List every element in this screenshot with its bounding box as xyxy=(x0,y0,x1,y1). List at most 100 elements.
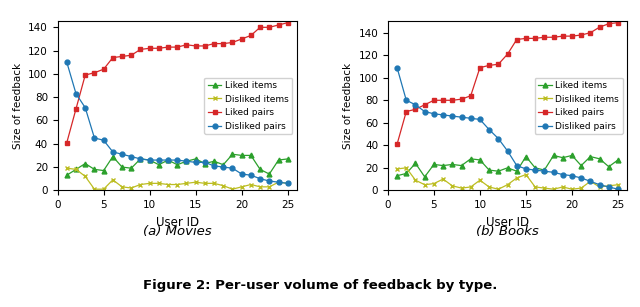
Liked items xyxy=(256,168,264,171)
Disliked items xyxy=(559,185,566,189)
Disliked items xyxy=(266,185,273,189)
Liked pairs xyxy=(228,41,236,44)
Liked items xyxy=(439,164,447,167)
Liked items xyxy=(485,168,493,172)
Disliked pairs xyxy=(238,172,246,176)
Liked items xyxy=(164,158,172,162)
Disliked items xyxy=(586,180,594,183)
Disliked items xyxy=(504,183,511,187)
Disliked items xyxy=(81,174,89,178)
Liked items xyxy=(127,166,135,170)
Liked items xyxy=(550,154,557,157)
Disliked items xyxy=(136,183,144,186)
Liked pairs xyxy=(182,43,190,47)
Disliked items xyxy=(485,185,493,189)
Liked pairs xyxy=(220,42,227,45)
Liked items xyxy=(393,174,401,177)
Liked items xyxy=(586,155,594,158)
Liked items xyxy=(541,168,548,172)
Liked items xyxy=(220,163,227,167)
Liked pairs xyxy=(439,99,447,102)
Liked pairs xyxy=(155,46,163,50)
Liked pairs xyxy=(164,45,172,49)
Liked pairs xyxy=(531,37,539,40)
Liked pairs xyxy=(403,110,410,113)
Disliked pairs xyxy=(127,155,135,158)
Line: Liked pairs: Liked pairs xyxy=(395,20,620,147)
Liked items xyxy=(109,155,116,158)
Liked pairs xyxy=(476,66,484,69)
Liked pairs xyxy=(449,99,456,102)
Disliked items xyxy=(100,187,108,191)
Liked items xyxy=(614,158,622,162)
Disliked pairs xyxy=(284,181,292,185)
Liked pairs xyxy=(136,48,144,51)
Liked items xyxy=(504,166,511,170)
Disliked items xyxy=(614,183,622,187)
Disliked pairs xyxy=(467,116,474,120)
Disliked pairs xyxy=(201,161,209,164)
Disliked items xyxy=(605,184,612,188)
Disliked pairs xyxy=(275,180,282,184)
Liked items xyxy=(228,152,236,156)
Line: Liked items: Liked items xyxy=(65,152,290,178)
Liked pairs xyxy=(467,94,474,98)
Disliked pairs xyxy=(476,118,484,121)
Disliked items xyxy=(531,185,539,189)
Y-axis label: Size of feedback: Size of feedback xyxy=(343,63,353,149)
Disliked pairs xyxy=(421,110,429,113)
Liked items xyxy=(238,154,246,157)
Liked items xyxy=(275,158,282,162)
Liked items xyxy=(284,157,292,161)
Liked items xyxy=(559,156,566,160)
Liked items xyxy=(403,172,410,175)
Liked pairs xyxy=(81,73,89,77)
Disliked items xyxy=(449,184,456,188)
Legend: Liked items, Disliked items, Liked pairs, Disliked pairs: Liked items, Disliked items, Liked pairs… xyxy=(534,78,623,134)
Disliked items xyxy=(220,184,227,188)
Liked pairs xyxy=(393,142,401,146)
Disliked pairs xyxy=(192,161,200,164)
Disliked pairs xyxy=(559,173,566,177)
Line: Disliked pairs: Disliked pairs xyxy=(65,60,290,186)
Line: Liked pairs: Liked pairs xyxy=(65,20,290,145)
Liked pairs xyxy=(72,107,80,111)
Disliked pairs xyxy=(531,168,539,172)
Disliked items xyxy=(164,183,172,186)
Disliked items xyxy=(238,185,246,189)
Disliked items xyxy=(412,178,419,182)
Disliked items xyxy=(495,187,502,191)
Disliked items xyxy=(467,185,474,189)
Disliked pairs xyxy=(504,149,511,153)
Disliked items xyxy=(596,185,604,189)
Disliked pairs xyxy=(541,169,548,173)
Disliked pairs xyxy=(81,106,89,110)
Disliked items xyxy=(284,181,292,185)
Liked pairs xyxy=(109,56,116,60)
Line: Disliked items: Disliked items xyxy=(395,165,620,192)
Disliked items xyxy=(256,185,264,189)
Liked pairs xyxy=(127,53,135,57)
Liked pairs xyxy=(118,55,126,58)
Disliked pairs xyxy=(550,170,557,174)
Liked pairs xyxy=(247,34,255,37)
Liked items xyxy=(136,157,144,161)
Legend: Liked items, Disliked items, Liked pairs, Disliked pairs: Liked items, Disliked items, Liked pairs… xyxy=(204,78,292,134)
Liked pairs xyxy=(559,34,566,38)
X-axis label: User ID: User ID xyxy=(156,216,199,229)
Disliked items xyxy=(192,180,200,184)
Liked items xyxy=(118,165,126,169)
Liked pairs xyxy=(577,33,585,37)
Liked pairs xyxy=(412,107,419,111)
Disliked items xyxy=(63,166,70,170)
Liked items xyxy=(192,157,200,161)
Disliked items xyxy=(393,167,401,171)
Disliked pairs xyxy=(118,152,126,156)
Disliked pairs xyxy=(220,165,227,169)
Disliked pairs xyxy=(136,157,144,161)
Disliked pairs xyxy=(577,176,585,180)
Liked pairs xyxy=(614,21,622,25)
Liked items xyxy=(430,163,438,166)
Liked items xyxy=(81,162,89,165)
Liked pairs xyxy=(421,103,429,107)
